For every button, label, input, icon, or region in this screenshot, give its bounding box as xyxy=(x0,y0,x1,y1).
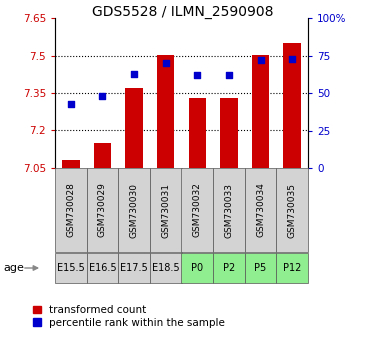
Text: GSM730032: GSM730032 xyxy=(193,183,202,238)
Text: E18.5: E18.5 xyxy=(152,263,180,273)
Text: GSM730034: GSM730034 xyxy=(256,183,265,238)
Bar xyxy=(213,253,245,283)
Legend: transformed count, percentile rank within the sample: transformed count, percentile rank withi… xyxy=(33,305,225,328)
Bar xyxy=(118,168,150,252)
Text: age: age xyxy=(3,263,24,273)
Point xyxy=(100,93,105,99)
Text: E16.5: E16.5 xyxy=(89,263,116,273)
Bar xyxy=(276,253,308,283)
Text: E15.5: E15.5 xyxy=(57,263,85,273)
Text: GSM730029: GSM730029 xyxy=(98,183,107,238)
Bar xyxy=(94,143,111,168)
Bar xyxy=(157,56,174,168)
Bar xyxy=(118,253,150,283)
Bar xyxy=(181,253,213,283)
Bar xyxy=(55,253,87,283)
Text: GSM730030: GSM730030 xyxy=(130,183,139,238)
Bar xyxy=(87,168,118,252)
Bar xyxy=(220,98,238,168)
Text: E17.5: E17.5 xyxy=(120,263,148,273)
Point xyxy=(131,71,137,76)
Bar xyxy=(181,168,213,252)
Text: P2: P2 xyxy=(223,263,235,273)
Text: GSM730035: GSM730035 xyxy=(288,183,297,238)
Point xyxy=(226,72,232,78)
Text: GSM730033: GSM730033 xyxy=(224,183,234,238)
Point xyxy=(289,56,295,61)
Point xyxy=(163,60,169,66)
Text: P12: P12 xyxy=(283,263,301,273)
Bar xyxy=(276,168,308,252)
Text: GSM730028: GSM730028 xyxy=(66,183,75,238)
Bar xyxy=(62,160,80,168)
Text: P5: P5 xyxy=(254,263,267,273)
Bar xyxy=(245,168,276,252)
Bar xyxy=(150,253,181,283)
Text: P0: P0 xyxy=(191,263,203,273)
Text: GDS5528 / ILMN_2590908: GDS5528 / ILMN_2590908 xyxy=(92,5,273,19)
Bar xyxy=(87,253,118,283)
Bar xyxy=(245,253,276,283)
Point xyxy=(258,57,264,63)
Bar xyxy=(189,98,206,168)
Bar xyxy=(55,168,87,252)
Bar xyxy=(125,88,143,168)
Bar xyxy=(150,168,181,252)
Bar xyxy=(213,168,245,252)
Bar xyxy=(252,56,269,168)
Point xyxy=(68,101,74,106)
Point xyxy=(195,72,200,78)
Text: GSM730031: GSM730031 xyxy=(161,183,170,238)
Bar xyxy=(284,43,301,168)
